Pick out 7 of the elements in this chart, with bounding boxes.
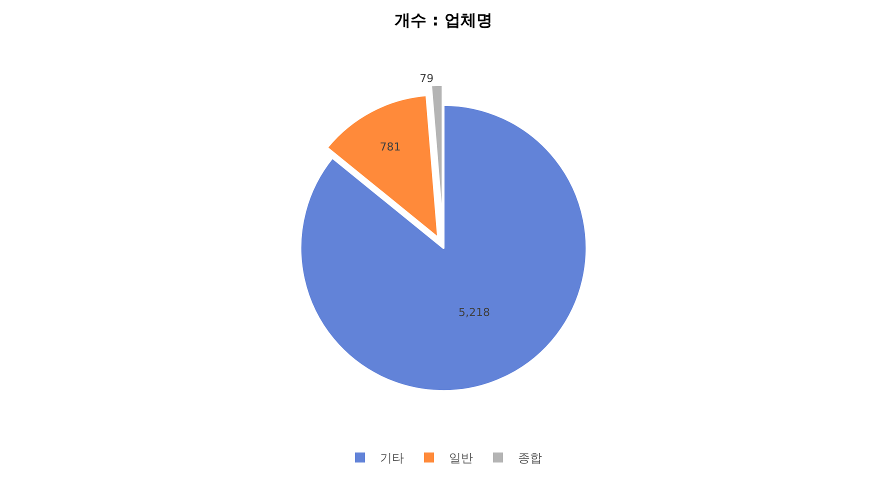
legend-label: 일반 (449, 451, 473, 466)
data-label: 781 (380, 140, 401, 154)
legend-label: 종합 (518, 451, 542, 466)
data-label: 5,218 (458, 306, 490, 320)
chart-title: 개수 : 업체명 (394, 10, 492, 30)
legend-label: 기타 (380, 451, 404, 466)
data-label: 79 (420, 72, 434, 85)
